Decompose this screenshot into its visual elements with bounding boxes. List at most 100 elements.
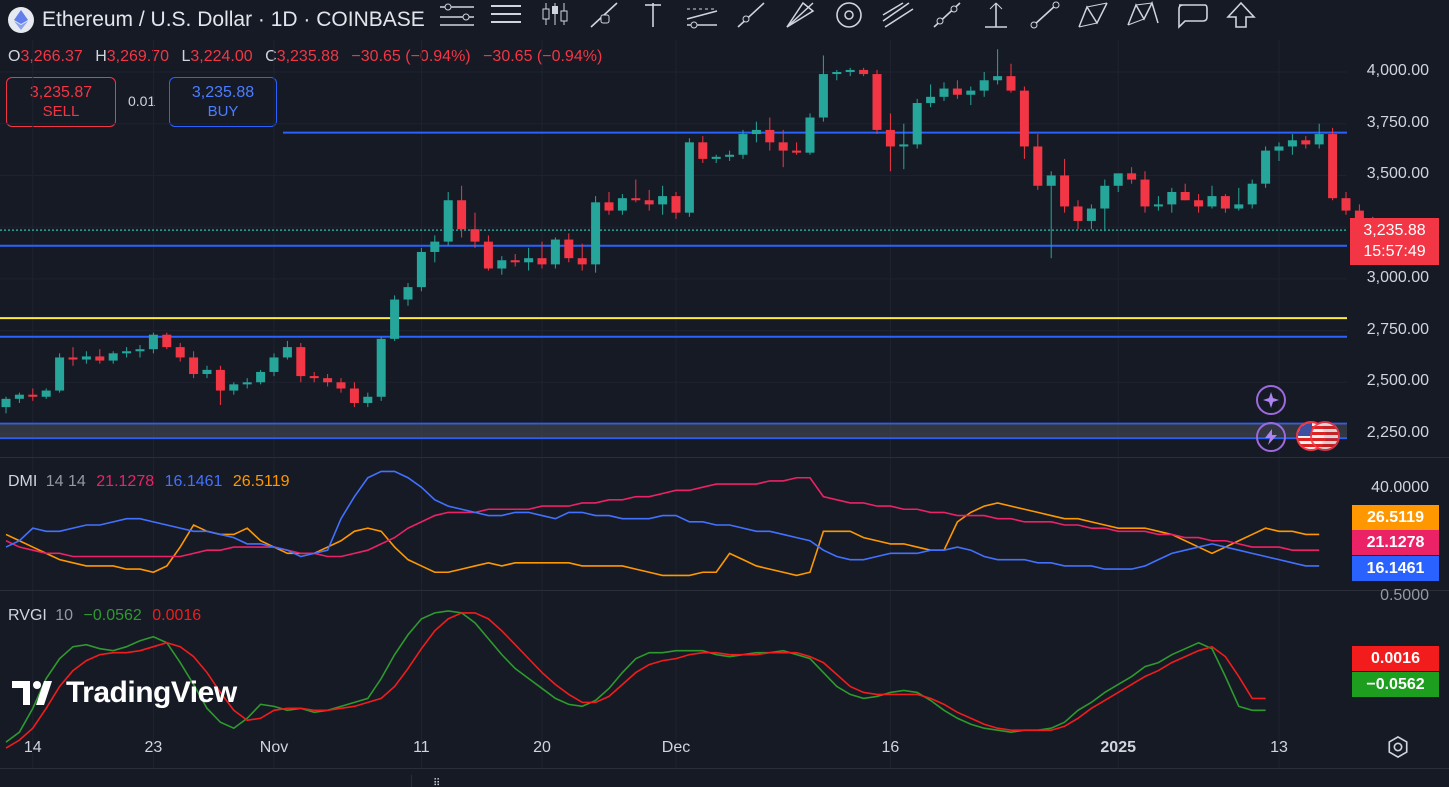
candle-body	[323, 378, 333, 383]
candle-body	[416, 251, 426, 288]
candle-body	[108, 353, 118, 361]
rvgi-line-signal	[5, 612, 1266, 749]
channel-icon[interactable]	[677, 0, 726, 30]
candle-body	[1180, 191, 1190, 201]
tradingview-logo-text: TradingView	[66, 676, 237, 709]
candle-body	[175, 347, 185, 358]
time-axis-tick: 20	[533, 739, 551, 756]
candle-body	[751, 129, 761, 135]
price-axis-tick: 3,750.00	[1366, 113, 1429, 131]
candle-body	[1113, 173, 1123, 186]
extended-line-icon[interactable]	[922, 0, 971, 30]
buy-button[interactable]: 3,235.88 BUY	[169, 77, 277, 127]
dmi-axis-label: 40.0000	[1371, 479, 1429, 496]
vertical-line-icon[interactable]	[628, 0, 677, 30]
candle-body	[363, 396, 373, 403]
candle-body	[1287, 140, 1297, 147]
dmi-plus-tag: 21.1278	[1352, 530, 1439, 555]
candle-body	[979, 80, 989, 91]
price-axis-tick: 3,000.00	[1366, 268, 1429, 286]
candle-body	[805, 117, 815, 153]
anchor-icon[interactable]	[971, 0, 1020, 30]
settings-gear-icon[interactable]	[1387, 736, 1409, 758]
candle-body	[55, 357, 65, 391]
price-axis-tick: 2,500.00	[1366, 372, 1429, 390]
candle-body	[1314, 134, 1324, 145]
candle-body	[41, 390, 51, 397]
candle-body	[859, 69, 869, 75]
rvgi-legend[interactable]: RVGI 10 −0.0562 0.0016	[8, 607, 207, 625]
ohlc-close-key: C	[265, 48, 277, 65]
ohlc-change-2: −30.65 (−0.94%)	[483, 48, 603, 65]
candle-body	[644, 200, 654, 205]
lightning-event-button[interactable]	[1256, 422, 1286, 452]
dmi-minus-value: 16.1461	[164, 473, 223, 490]
xabcd-icon[interactable]	[1118, 0, 1167, 30]
bottom-panel-handle-icon[interactable]: ⠿	[433, 778, 441, 787]
pattern-icon[interactable]	[1069, 0, 1118, 30]
ohlc-open-value: 3,266.37	[20, 48, 83, 65]
candle-body	[537, 258, 547, 265]
candle-body	[148, 334, 158, 350]
parallel-lines-icon[interactable]	[873, 0, 922, 30]
candle-body	[1234, 204, 1244, 209]
symbol-title-bar[interactable]: Ethereum / U.S. Dollar · 1D · COINBASE	[0, 0, 440, 40]
arrow-up-icon[interactable]	[1216, 0, 1265, 30]
ohlc-low-key: L	[181, 48, 191, 65]
ohlc-open-key: O	[8, 48, 21, 65]
segment-icon[interactable]	[1020, 0, 1069, 30]
horizontal-lines-icon[interactable]	[481, 0, 530, 30]
crosshair-lines-icon[interactable]	[432, 0, 481, 30]
pane-divider[interactable]	[0, 590, 1449, 591]
dmi-plus-value: 21.1278	[96, 473, 155, 490]
candle-body	[296, 347, 306, 377]
rvgi-signal-value: 0.0016	[152, 607, 202, 624]
sell-price: 3,235.87	[29, 84, 93, 101]
candle-body	[1194, 200, 1204, 207]
dmi-line-adx	[5, 502, 1320, 577]
candle-body	[390, 299, 400, 339]
time-axis-tick: Nov	[259, 739, 289, 756]
ohlc-high-key: H	[95, 48, 107, 65]
time-axis-divider	[0, 768, 1449, 769]
bar-countdown: 15:57:49	[1363, 243, 1426, 260]
candle-body	[349, 388, 359, 403]
candle-body	[242, 382, 252, 385]
callout-icon[interactable]	[1167, 0, 1216, 30]
time-axis-tick: 13	[1270, 739, 1288, 756]
candle-body	[832, 72, 842, 75]
us-flag-event-icon-2[interactable]	[1310, 421, 1340, 451]
candle-body	[443, 200, 453, 242]
candle-body	[631, 198, 641, 201]
candle-body	[309, 376, 319, 379]
pitchfork-icon[interactable]	[775, 0, 824, 30]
candle-body	[604, 202, 614, 211]
dmi-legend[interactable]: DMI 14 14 21.1278 16.1461 26.5119	[8, 473, 296, 491]
candle-body	[68, 357, 78, 360]
candle-body	[1, 398, 11, 408]
candle-body	[550, 239, 560, 265]
trend-line-icon[interactable]	[579, 0, 628, 30]
candle-body	[725, 154, 735, 157]
candle-body	[577, 258, 587, 265]
circle-icon[interactable]	[824, 0, 873, 30]
rvgi-params: 10	[55, 607, 74, 624]
ray-icon[interactable]	[726, 0, 775, 30]
candle-body	[215, 369, 225, 391]
candle-body	[966, 90, 976, 95]
candle-body	[1247, 183, 1257, 205]
ai-sparkle-button[interactable]	[1256, 385, 1286, 415]
candle-body	[1354, 210, 1364, 226]
candle-body	[470, 229, 480, 242]
candle-body	[872, 74, 882, 130]
pane-divider[interactable]	[0, 457, 1449, 458]
candle-body	[95, 356, 105, 361]
price-axis-tick: 2,750.00	[1366, 320, 1429, 338]
sell-button[interactable]: 3,235.87 SELL	[6, 77, 116, 127]
candles-icon[interactable]	[530, 0, 579, 30]
candle-body	[1019, 90, 1029, 147]
tradingview-logo[interactable]: TradingView	[12, 676, 237, 710]
candle-body	[28, 394, 38, 397]
